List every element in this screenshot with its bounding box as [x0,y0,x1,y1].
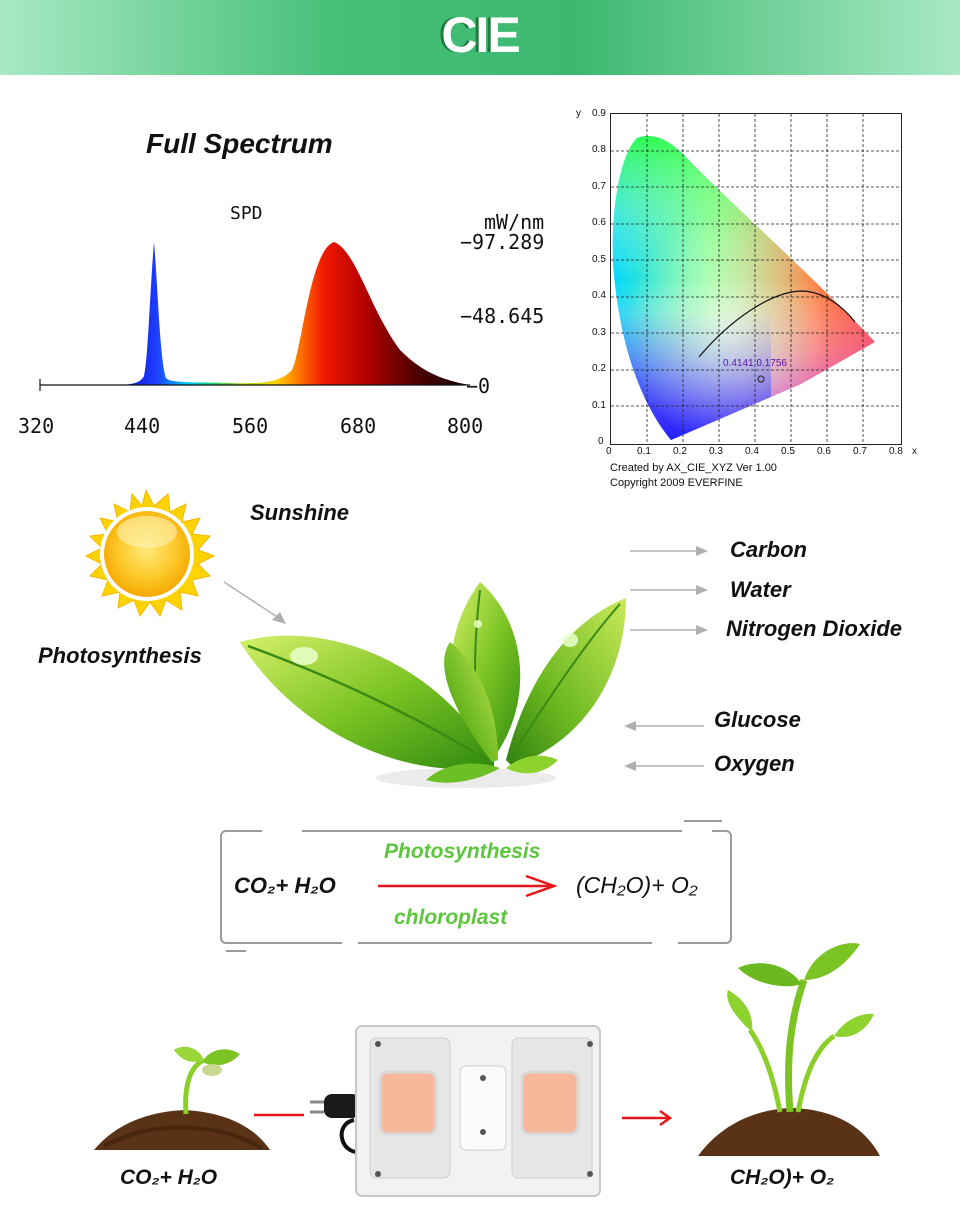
cie-x-tick: 0.6 [817,446,831,457]
spd-unit-label: mW/nm [484,210,545,234]
cie-chromaticity-diagram: 0.4141,0.1756 [610,113,902,445]
cie-y-tick: 0.2 [592,363,606,374]
cie-x-tick: 0.4 [745,446,759,457]
right-red-arrow [622,1109,673,1127]
oxygen-label: Oxygen [714,751,795,776]
bottom-reactants-label: CO₂+ H₂O [120,1166,218,1189]
nitrogen-dioxide-label: Nitrogen Dioxide [726,616,903,641]
cie-y-tick: 0.9 [592,108,606,119]
header-title: CIE [441,7,520,63]
cie-y-tick: 0.1 [592,400,606,411]
seedling-soil-left [94,1046,270,1150]
grown-plant-right [698,943,880,1156]
equation-site-label: chloroplast [394,906,508,929]
leaves-illustration [240,582,626,788]
spd-x-tick: 800 [447,414,484,438]
spd-title: Full Spectrum [146,128,333,159]
cie-y-tick: 0.5 [592,254,606,265]
bottom-products-label: CH₂O)+ O₂ [730,1166,835,1189]
header-banner [0,0,960,75]
cie-y-tick: 0.7 [592,181,606,192]
photosynthesis-label: Photosynthesis [38,643,202,668]
cie-x-tick: 0.2 [673,446,687,457]
sun-icon [84,488,216,618]
input-arrows [630,546,708,635]
cie-y-tick: 0.3 [592,327,606,338]
cie-y-tick: 0 [598,436,604,447]
cie-x-tick: 0.7 [853,446,867,457]
cie-x-axis-letter: x [912,446,917,457]
cie-x-tick: 0.1 [637,446,651,457]
spd-x-tick: 680 [340,414,377,438]
sunshine-label: Sunshine [250,500,350,525]
equation-box [220,828,732,946]
equation-products: (CH₂O)+ O₂ [576,872,698,898]
output-arrows [624,721,704,771]
cie-x-tick: 0.5 [781,446,795,457]
cie-y-tick: 0.4 [592,290,606,301]
cie-x-tick: 0.3 [709,446,723,457]
equation-red-arrow [378,874,558,898]
cie-y-axis-letter: y [576,108,581,119]
led-grow-module [310,1025,601,1197]
cie-credit-line1: Created by AX_CIE_XYZ Ver 1.00 [610,462,777,474]
spd-x-tick: 440 [124,414,161,438]
spd-chart-label: SPD [230,203,263,224]
cie-x-tick: 0.8 [889,446,903,457]
glucose-label: Glucose [714,707,801,732]
cie-x-tick: 0 [606,446,612,457]
spd-y-tick-max: −97.289 [460,230,545,254]
spd-y-tick-mid: −48.645 [460,304,545,328]
carbon-label: Carbon [730,537,807,562]
cie-y-tick: 0.6 [592,217,606,228]
equation-process-label: Photosynthesis [384,840,541,863]
cie-point-label: 0.4141,0.1756 [723,358,787,369]
cie-y-tick: 0.8 [592,144,606,155]
sun-to-leaf-arrow [223,581,286,624]
cie-credit-line2: Copyright 2009 EVERFINE [610,477,743,489]
spd-x-tick: 560 [232,414,269,438]
spd-x-tick: 320 [18,414,55,438]
spd-y-tick-zero: −0 [466,374,491,398]
equation-box-accent [226,950,246,952]
equation-box-accent [684,820,722,822]
water-label: Water [730,577,791,602]
left-red-line [254,1113,304,1117]
equation-reactants: CO₂+ H₂O [234,873,336,898]
spd-curve [39,242,470,391]
